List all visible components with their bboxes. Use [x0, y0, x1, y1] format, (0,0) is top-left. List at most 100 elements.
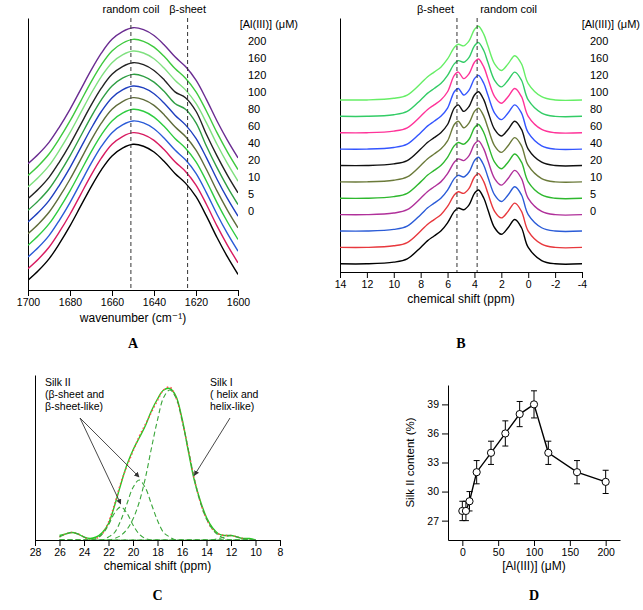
- axis: [28, 19, 29, 291]
- tick-label: 0: [526, 278, 532, 290]
- tick-mark: [231, 540, 232, 546]
- line: [60, 536, 256, 541]
- legend-label: 60: [248, 120, 260, 132]
- tick-mark: [498, 540, 499, 546]
- tick-mark: [84, 540, 85, 546]
- legend-label: 20: [248, 154, 260, 166]
- tick: 16: [177, 540, 189, 558]
- tick: 14: [335, 272, 347, 290]
- tick-mark: [112, 290, 113, 296]
- tick-mark: [109, 540, 110, 546]
- legend-label: 100: [248, 86, 266, 98]
- line: [28, 98, 238, 234]
- annotation: β-sheet: [169, 3, 206, 15]
- tick-label: 1640: [143, 296, 167, 308]
- error-bar: [488, 441, 494, 464]
- line: [60, 390, 256, 540]
- line: [340, 59, 582, 133]
- tick: 1640: [143, 290, 167, 308]
- legend-label: 10: [590, 171, 602, 183]
- tick: 26: [54, 540, 66, 558]
- tick: 18: [152, 540, 164, 558]
- marker: [502, 430, 509, 437]
- axis-line: [29, 290, 239, 291]
- tick-label: 150: [562, 546, 580, 558]
- line: [340, 26, 582, 100]
- tick-mark: [448, 272, 449, 278]
- plot-area: [28, 28, 238, 281]
- line: [60, 507, 256, 540]
- marker: [466, 498, 473, 505]
- tick-label: 1700: [17, 296, 41, 308]
- figure: 170016801660164016201600wavenumber (cm⁻¹…: [0, 0, 643, 610]
- tick: 12: [362, 272, 374, 290]
- tick-label: 24: [79, 546, 91, 558]
- tick: 1700: [17, 290, 41, 308]
- tick-mark: [394, 272, 395, 278]
- marker: [573, 469, 580, 476]
- tick-label: 28: [30, 546, 42, 558]
- tick-label: 12: [226, 546, 238, 558]
- marker: [487, 449, 494, 456]
- tick: 20: [128, 540, 140, 558]
- tick-label: 50: [493, 546, 505, 558]
- tick: 1660: [101, 290, 125, 308]
- line: [340, 125, 582, 199]
- line: [60, 480, 256, 540]
- panel: 170016801660164016201600wavenumber (cm⁻¹…: [17, 3, 298, 351]
- annotation-arrow: [194, 418, 230, 476]
- tick: 22: [103, 540, 115, 558]
- line: [340, 75, 582, 149]
- tick-label: 1620: [185, 296, 209, 308]
- marker: [530, 401, 537, 408]
- tick-mark: [421, 272, 422, 278]
- tick-mark: [158, 540, 159, 546]
- tick-label: 33: [427, 456, 439, 468]
- annotation: Silk II: [45, 376, 71, 388]
- tick-mark: [606, 540, 607, 546]
- tick: 1680: [59, 290, 83, 308]
- tick-label: 1660: [101, 296, 125, 308]
- axis-line: [35, 376, 36, 541]
- axis-line: [341, 272, 583, 273]
- line: [28, 144, 238, 280]
- legend-label: 200: [248, 35, 266, 47]
- tick-label: 36: [427, 427, 439, 439]
- axis: [340, 19, 341, 273]
- tick: 100: [526, 540, 544, 558]
- line: [28, 39, 238, 175]
- tick: 24: [79, 540, 91, 558]
- tick: 2: [499, 272, 505, 290]
- axis: [35, 376, 36, 541]
- annotation: (β-sheet and: [45, 388, 104, 400]
- line: [28, 74, 238, 210]
- tick-mark: [367, 272, 368, 278]
- legend-label: 100: [590, 86, 608, 98]
- tick-label: 30: [427, 485, 439, 497]
- tick: -4: [578, 272, 587, 290]
- reference-line: [477, 18, 478, 272]
- tick-mark: [570, 540, 571, 546]
- tick: 0: [460, 540, 466, 558]
- axis: 2730333639: [427, 386, 448, 541]
- legend-label: 40: [590, 137, 602, 149]
- tick-label: 39: [427, 398, 439, 410]
- tick: 10: [250, 540, 262, 558]
- tick-mark: [60, 540, 61, 546]
- plot-area: [340, 26, 582, 264]
- tick: 0: [526, 272, 532, 290]
- tick: 50: [493, 540, 505, 558]
- panel-title: A: [128, 336, 139, 351]
- tick: 150: [562, 540, 580, 558]
- legend-label: 60: [590, 120, 602, 132]
- panel-title: C: [152, 588, 162, 603]
- tick-label: 14: [201, 546, 213, 558]
- line: [60, 533, 256, 541]
- tick-label: -4: [578, 278, 587, 290]
- x-axis-title: chemical shift (ppm): [407, 292, 514, 306]
- tick-label: 8: [278, 546, 284, 558]
- tick-mark: [70, 290, 71, 296]
- annotation: random coil: [102, 3, 159, 15]
- error-bar: [574, 461, 580, 484]
- tick-mark: [442, 463, 448, 464]
